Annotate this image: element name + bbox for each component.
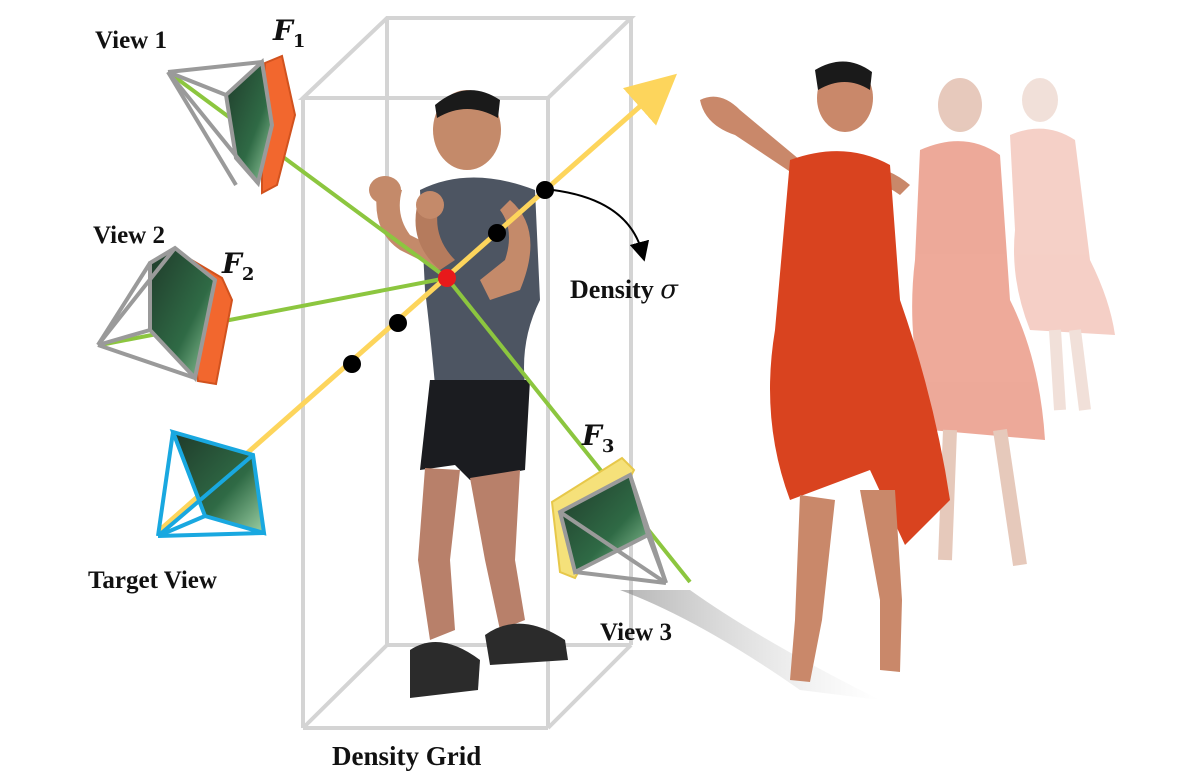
sample-point	[389, 314, 407, 332]
f3-letter: F	[581, 419, 604, 452]
density-word: Density	[570, 275, 660, 304]
camera-view3	[550, 456, 668, 585]
camera-frustum-icon	[557, 472, 668, 585]
dancer-shadow	[620, 590, 880, 700]
camera-frustum-icon	[156, 428, 267, 538]
view1-label: View 1	[95, 27, 167, 54]
f2-subscript: 2	[242, 264, 255, 285]
dancer-figure-icon	[700, 61, 950, 682]
sample-point	[343, 355, 361, 373]
f1-subscript: 1	[293, 31, 306, 52]
sample-point	[536, 181, 554, 199]
view2-label: View 2	[93, 222, 165, 249]
boxer-figure-icon	[369, 90, 568, 698]
sigma-symbol: σ	[660, 275, 679, 305]
ray-view1	[166, 70, 449, 280]
target-view-label: Target View	[88, 567, 217, 594]
camera-frustum-icon	[166, 58, 275, 188]
f3-label: F3	[581, 419, 614, 457]
density-arrow	[552, 189, 650, 262]
sample-points	[343, 181, 554, 373]
density-grid-label: Density Grid	[332, 741, 481, 771]
sample-point	[488, 224, 506, 242]
f1-letter: F	[272, 14, 295, 47]
camera-target-view	[156, 428, 267, 538]
camera-frustum-icon	[96, 245, 218, 383]
f1-label: F1	[272, 14, 305, 52]
view3-label: View 3	[600, 619, 672, 646]
camera-view2	[96, 245, 234, 386]
density-sigma-label: Density σ	[570, 275, 679, 305]
f2-label: F2	[221, 247, 254, 285]
camera-view1	[166, 54, 297, 195]
intersection-point	[438, 269, 456, 287]
f3-subscript: 3	[602, 436, 615, 457]
dancer-figure-icon	[1010, 78, 1115, 411]
f2-letter: F	[221, 247, 244, 280]
dancer-figure-icon	[912, 78, 1045, 567]
